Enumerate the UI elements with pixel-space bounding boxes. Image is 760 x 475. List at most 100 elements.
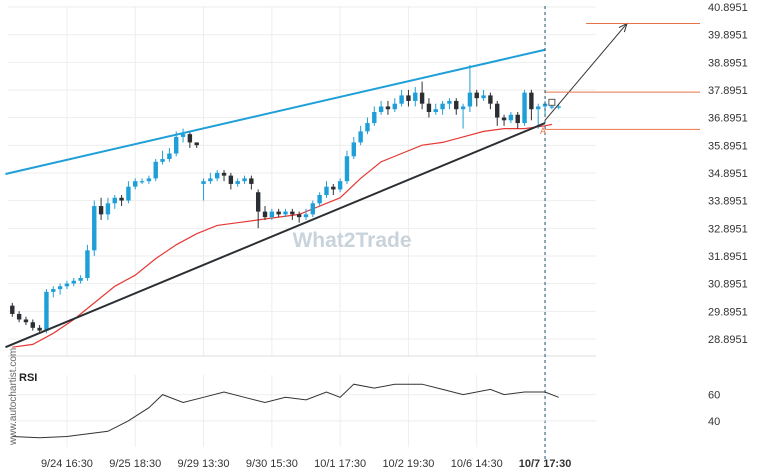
candle-up [460,106,466,110]
candle-up [92,206,97,251]
candle-up [146,178,152,182]
x-tick-label: 9/25 18:30 [109,458,161,470]
y-tick-label: 36.8951 [708,113,748,125]
y-tick-label: 31.8951 [708,251,748,263]
candle-up [64,283,70,287]
rsi-label: RSI [19,372,37,384]
candle-up [85,250,90,278]
candle-down [98,206,104,215]
moving-average-line [12,123,553,348]
candle-down [187,134,193,143]
candle-up [549,106,555,108]
x-tick-label: 10/7 17:30 [519,458,572,470]
rsi-line [12,383,559,439]
rsi-panel: RSI 60 40 [8,372,720,439]
x-tick-label: 9/29 13:30 [178,458,230,470]
candle-down [488,95,493,104]
y-tick-label: 39.8951 [708,30,748,42]
candle-down [495,103,500,118]
candle-up [180,134,186,137]
rsi-tick-label: 40 [708,416,720,428]
candle-up [542,103,548,107]
candle-up [481,95,486,99]
candle-up [399,95,404,104]
candle-down [454,100,459,110]
x-axis-labels: 9/24 16:30 9/25 18:30 9/29 13:30 9/30 15:30… [41,458,571,470]
y-tick-label: 38.8951 [708,57,748,69]
last-price-box [548,98,556,106]
candle-down [474,92,479,99]
y-tick-label: 34.8951 [708,168,748,180]
candle-down [276,211,281,215]
y-axis-labels: 40.8951 39.8951 38.8951 37.8951 36.8951 35.89… [708,2,748,346]
y-tick-label: 28.8951 [708,334,748,346]
candle-down [385,106,391,110]
candle-down [255,192,261,212]
candle-up [215,172,220,179]
candle-up [44,291,49,331]
price-levels: A [540,6,700,460]
candle-up [378,106,384,112]
moving-average-path [12,123,553,348]
candle-down [30,322,35,328]
candle-down [16,313,22,320]
candle-up [269,211,275,218]
candle-up [283,211,288,215]
candle-up [372,111,377,124]
candle-up [365,123,370,132]
candle-up [201,181,206,184]
candle-up [413,92,418,101]
candle-down [37,327,42,331]
candle-up [160,159,165,162]
candle-down [406,95,411,101]
candle-up [351,142,356,157]
channel-upper-line [5,48,546,175]
candle-down [290,211,295,215]
projection-arrow-line [544,23,628,121]
candle-up [433,109,438,112]
candle-down [515,114,520,124]
candle-down [119,197,124,201]
candle-up [303,214,309,218]
candlesticks [10,64,561,334]
channel-lines [5,22,628,349]
candle-up [153,161,158,179]
candle-up [440,103,445,110]
candle-up [78,277,83,281]
candle-up [556,106,561,108]
point-marker-a: A [540,126,546,136]
candle-down [262,211,268,218]
candle-down [426,103,432,112]
y-tick-label: 32.8951 [708,223,748,235]
candle-up [126,186,131,201]
candle-up [324,186,329,195]
candle-down [249,178,254,184]
y-tick-label: 37.8951 [708,85,748,97]
candle-up [235,181,240,184]
candle-down [501,117,507,121]
candle-up [71,280,76,284]
candle-up [105,203,111,215]
candle-up [392,103,397,110]
candle-up [139,181,145,183]
side-watermark: www.autochartist.com [8,348,19,446]
candle-up [358,131,363,143]
candle-up [112,197,117,204]
x-tick-label: 10/6 14:30 [451,458,503,470]
candle-up [51,289,56,292]
candle-up [242,178,247,182]
x-tick-label: 9/24 16:30 [41,458,93,470]
y-tick-label: 30.8951 [708,279,748,291]
candle-up [208,178,213,182]
candle-down [419,92,425,104]
candle-up [344,156,350,182]
candle-down [194,142,199,146]
candle-down [296,214,302,218]
y-tick-label: 29.8951 [708,306,748,318]
y-tick-label: 33.8951 [708,196,748,208]
candle-up [447,100,452,104]
candle-up [522,92,527,124]
watermark: What2Trade [292,229,411,252]
candle-up [317,194,322,204]
